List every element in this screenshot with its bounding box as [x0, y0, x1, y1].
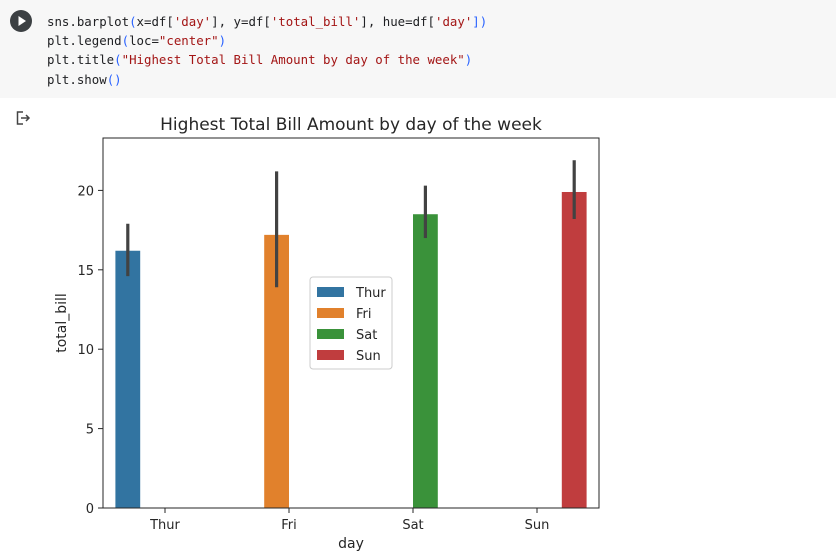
legend-label-sat: Sat: [356, 328, 377, 343]
x-tick-label: Sun: [525, 518, 550, 533]
code-token: loc=: [129, 33, 159, 49]
y-tick-label: 10: [77, 343, 94, 358]
code-line: plt.legend(loc="center"): [47, 33, 226, 48]
legend-swatch-fri: [317, 308, 344, 318]
bar-sun: [561, 191, 587, 508]
code-line: plt.show(): [47, 72, 122, 87]
code-line: plt.title("Highest Total Bill Amount by …: [47, 52, 472, 67]
legend-label-fri: Fri: [356, 307, 372, 322]
code-token: plt.legend: [47, 33, 122, 49]
x-tick-label: Sat: [402, 518, 423, 533]
play-icon: [18, 16, 26, 26]
code-editor[interactable]: sns.barplot(x=df['day'], y=df['total_bil…: [47, 12, 487, 89]
x-axis-label: day: [338, 536, 364, 552]
y-axis-label: total_bill: [54, 293, 70, 353]
legend-swatch-sun: [317, 350, 344, 360]
y-tick-label: 5: [86, 423, 94, 438]
code-token: (: [114, 52, 122, 68]
code-token: ): [464, 52, 473, 68]
code-token: (): [106, 71, 122, 87]
code-token: (: [129, 14, 137, 29]
bar-chart: Highest Total Bill Amount by day of the …: [54, 115, 600, 552]
code-token: 'day': [434, 14, 473, 29]
code-token: sns.barplot: [47, 14, 130, 29]
bar-sat: [413, 214, 438, 508]
code-token: ], y=df[: [211, 14, 271, 29]
legend-swatch-thur: [317, 287, 344, 297]
chart-title: Highest Total Bill Amount by day of the …: [160, 115, 542, 135]
y-tick-label: 0: [86, 502, 94, 517]
plot-frame: [102, 137, 600, 509]
x-tick-label: Thur: [149, 518, 180, 533]
x-tick-label: Fri: [281, 518, 297, 533]
y-tick-label: 20: [77, 184, 94, 199]
code-token: ): [218, 33, 227, 49]
code-token: 'day': [173, 14, 212, 29]
code-token: "Highest Total Bill Amount by day of the…: [121, 52, 465, 68]
legend-label-sun: Sun: [356, 349, 381, 364]
code-cell[interactable]: sns.barplot(x=df['day'], y=df['total_bil…: [0, 0, 836, 98]
legend-box: [309, 276, 393, 370]
legend-swatch-sat: [317, 329, 344, 339]
code-line: sns.barplot(x=df['day'], y=df['total_bil…: [47, 14, 487, 29]
legend: Thur Fri Sat Sun: [309, 276, 393, 370]
code-token: plt.title: [47, 52, 115, 68]
code-token: 'total_bill': [270, 14, 361, 29]
run-cell-button[interactable]: [10, 10, 32, 32]
bar-thur: [115, 250, 141, 509]
y-tick-label: 15: [77, 264, 94, 279]
legend-label-thur: Thur: [355, 286, 386, 301]
code-token: "center": [158, 33, 219, 49]
code-token: plt.show: [47, 71, 107, 87]
code-token: x=df[: [136, 14, 174, 29]
code-token: ]): [472, 14, 488, 29]
code-token: ], hue=df[: [360, 14, 435, 29]
code-token: (: [121, 33, 130, 49]
output-redirect-icon[interactable]: [14, 109, 32, 127]
